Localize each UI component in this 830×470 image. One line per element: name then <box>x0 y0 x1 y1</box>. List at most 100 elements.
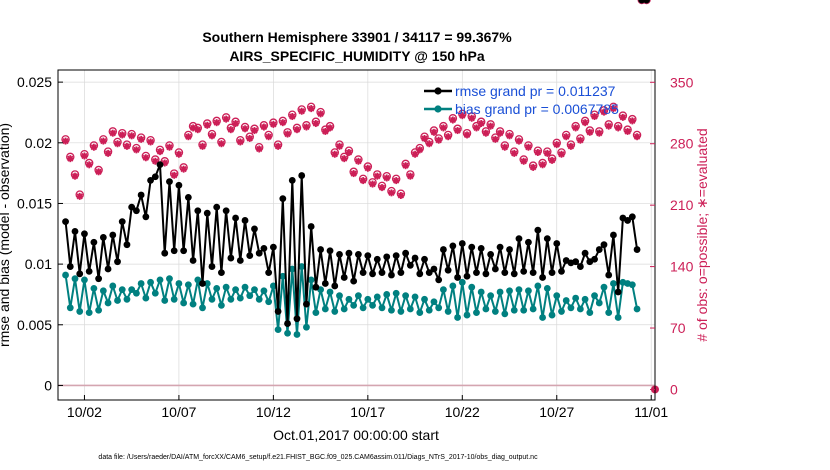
obs-evaluated-point <box>203 121 211 129</box>
rmse-point <box>199 280 206 287</box>
rmse-point <box>477 244 485 252</box>
bias-point <box>562 297 570 304</box>
bias-point <box>440 286 447 293</box>
obs-evaluated-point <box>250 127 258 135</box>
rmse-point <box>510 270 518 278</box>
rmse-point <box>81 230 88 238</box>
rmse-point <box>340 274 348 281</box>
bias-point <box>279 272 287 280</box>
rmse-point <box>104 265 112 273</box>
rmse-point <box>123 241 131 249</box>
obs-evaluated-point <box>482 129 490 137</box>
rmse-point <box>520 267 528 275</box>
bias-point <box>284 329 291 337</box>
rmse-point <box>501 269 509 277</box>
legend-rmse-marker <box>434 87 442 95</box>
rmse-point <box>288 177 296 184</box>
rmse-point <box>260 244 268 252</box>
obs-evaluated-point <box>269 120 277 128</box>
bias-point <box>321 305 329 313</box>
obs-evaluated-point <box>90 143 98 151</box>
rmse-point <box>85 267 93 275</box>
y2-tick-label: 350 <box>670 74 694 90</box>
legend: rmse grand pr = 0.011237 bias grand pr =… <box>424 83 619 117</box>
obs-evaluated-point <box>454 127 462 135</box>
obs-evaluated-point <box>373 172 381 180</box>
bias-point <box>232 286 239 293</box>
rmse-point <box>430 265 438 273</box>
obs-evaluated-point <box>553 141 561 149</box>
bias-point <box>218 301 225 309</box>
bias-point <box>312 309 320 317</box>
obs-evaluated-point <box>288 113 296 121</box>
y-tick-label: 0.01 <box>25 256 52 272</box>
obs-evaluated-point <box>411 150 419 158</box>
bias-point <box>463 311 471 319</box>
bias-point <box>586 309 594 317</box>
bias-point <box>307 276 315 284</box>
rmse-point <box>364 252 372 260</box>
rmse-point <box>218 269 225 277</box>
bias-point <box>383 291 391 298</box>
obs-evaluated-point <box>156 148 164 156</box>
obs-possible-point <box>637 0 647 5</box>
bias-point <box>189 300 197 308</box>
obs-evaluated-point <box>586 128 594 136</box>
obs-evaluated-point <box>312 120 320 128</box>
rmse-point <box>269 243 277 251</box>
obs-evaluated-point <box>609 105 617 113</box>
obs-evaluated-point <box>265 133 273 141</box>
rmse-point <box>369 270 376 278</box>
bias-point <box>614 314 622 321</box>
obs-evaluated-point <box>496 129 504 137</box>
obs-evaluated-point <box>246 134 254 142</box>
legend-rmse-label: rmse grand pr = 0.011237 <box>455 83 616 99</box>
rmse-point <box>232 214 239 222</box>
rmse-point <box>416 270 424 278</box>
obs-evaluated-point <box>132 146 140 154</box>
obs-evaluated-point <box>614 124 622 132</box>
obs-evaluated-point <box>619 113 627 121</box>
rmse-point <box>118 218 126 226</box>
rmse-point <box>128 203 136 211</box>
rmse-point <box>184 193 192 201</box>
rmse-point <box>109 231 117 239</box>
obs-evaluated-point <box>515 137 523 145</box>
obs-evaluated-point <box>397 192 405 200</box>
obs-evaluated-point <box>151 157 159 165</box>
obs-evaluated-point <box>80 152 88 160</box>
bias-point <box>71 275 79 283</box>
bias-point <box>529 305 537 313</box>
bias-point <box>288 265 296 273</box>
bias-point <box>595 299 603 307</box>
bias-point <box>378 304 386 312</box>
rmse-point <box>180 247 188 255</box>
obs-evaluated-point <box>576 136 584 144</box>
bias-point <box>477 288 485 296</box>
obs-evaluated-point <box>76 192 84 200</box>
obs-evaluated-point <box>217 140 225 148</box>
chart-title-line2: AIRS_SPECIFIC_HUMIDITY @ 150 hPa <box>229 48 485 64</box>
x-tick-label: 10/17 <box>350 404 385 420</box>
bias-point <box>501 310 509 318</box>
bias-point <box>142 294 150 302</box>
rmse-point <box>440 246 447 253</box>
bias-point <box>147 278 154 286</box>
obs-evaluated-point <box>458 112 466 120</box>
y-tick-label: 0 <box>44 377 52 393</box>
obs-possible-point <box>642 0 651 5</box>
bias-point <box>572 294 580 302</box>
bias-point <box>62 271 69 279</box>
obs-evaluated-point <box>184 133 192 141</box>
y2-tick-label: 280 <box>670 136 694 152</box>
obs-evaluated-point <box>62 137 70 145</box>
rmse-point <box>359 269 367 277</box>
rmse-point <box>222 207 230 215</box>
bias-point <box>449 282 457 290</box>
obs-evaluated-point <box>392 177 400 185</box>
bias-point <box>85 309 93 317</box>
bias-point <box>104 299 112 307</box>
rmse-point <box>166 178 173 186</box>
bias-point <box>241 283 249 291</box>
x-tick-label: 10/02 <box>67 404 102 420</box>
